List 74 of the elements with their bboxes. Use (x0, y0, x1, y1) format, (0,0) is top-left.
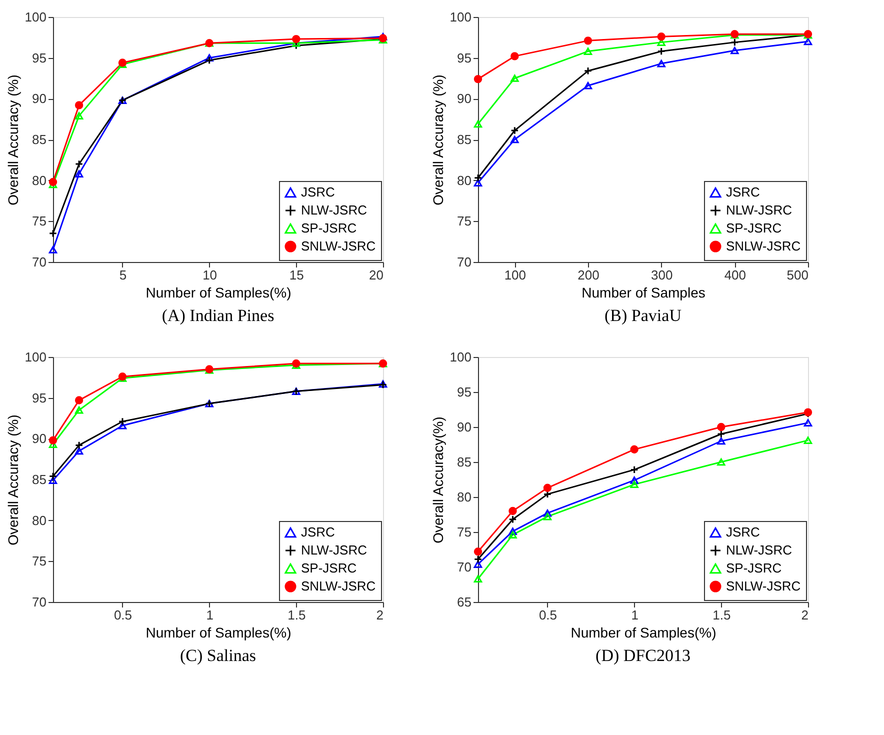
x-tick-label: 300 (650, 268, 673, 282)
y-tick-label: 100 (24, 10, 46, 24)
legend-label: NLW-JSRC (301, 542, 367, 558)
text: (C) Salinas (180, 646, 256, 665)
text: (D) DFC2013 (596, 646, 690, 665)
x-tick-label: 5 (119, 268, 127, 282)
y-tick-label: 70 (32, 254, 46, 270)
x-tick-label: 1 (631, 608, 638, 622)
y-tick-label: 80 (457, 172, 472, 188)
y-tick-label: 75 (457, 214, 472, 229)
legend-label: JSRC (301, 184, 335, 200)
y-axis-title: Overall Accuracy (%) (430, 74, 446, 206)
x-tick-label: 20 (369, 268, 384, 282)
y-axis-title: Overall Accuracy(%) (430, 416, 446, 544)
y-tick-label: 70 (457, 254, 472, 270)
y-tick-label: 75 (457, 524, 472, 540)
y-tick-label: 100 (450, 10, 472, 24)
x-tick-label: 10 (202, 268, 218, 282)
y-tick-label: 90 (457, 420, 472, 434)
y-tick-label: 80 (32, 172, 46, 188)
text: (A) Indian Pines (162, 306, 274, 325)
legend-label: SNLW-JSRC (726, 238, 801, 254)
y-tick-label: 75 (32, 214, 46, 229)
y-tick-label: 85 (457, 132, 472, 147)
y-tick-label: 95 (457, 50, 472, 66)
x-tick-label: 100 (504, 268, 526, 282)
x-tick-label: 2 (376, 608, 384, 622)
y-tick-label: 65 (457, 594, 472, 610)
x-tick-label: 1.5 (712, 608, 731, 622)
y-tick-label: 80 (32, 512, 46, 528)
y-tick-label: 95 (32, 50, 46, 66)
y-tick-label: 90 (457, 91, 472, 106)
legend-label: SP-JSRC (726, 560, 782, 576)
x-tick-label: 1.5 (288, 608, 306, 622)
x-axis-title: Number of Samples (582, 284, 706, 300)
text: (B) PaviaU (604, 306, 682, 325)
y-tick-label: 70 (457, 560, 472, 574)
x-tick-label: 0.5 (538, 608, 558, 622)
x-tick-label: 15 (289, 268, 304, 282)
legend-label: NLW-JSRC (301, 202, 367, 218)
y-tick-label: 90 (32, 91, 46, 106)
legend-label: SNLW-JSRC (726, 578, 801, 594)
x-tick-label: 2 (801, 608, 808, 622)
y-tick-label: 100 (450, 350, 472, 364)
y-tick-label: 95 (32, 390, 46, 406)
x-axis-title: Number of Samples(%) (570, 624, 716, 640)
legend-label: SP-JSRC (301, 560, 357, 576)
y-tick-label: 95 (457, 384, 472, 400)
y-tick-label: 85 (32, 472, 46, 487)
y-tick-label: 85 (457, 454, 472, 470)
x-tick-label: 200 (578, 268, 600, 282)
x-axis-title: Number of Samples(%) (146, 284, 292, 300)
x-tick-label: 1 (206, 608, 214, 622)
x-tick-label: 500 (786, 268, 808, 282)
y-tick-label: 85 (32, 132, 46, 147)
y-axis-title: Overall Accuracy (%) (4, 414, 21, 546)
legend-label: NLW-JSRC (726, 542, 792, 558)
y-tick-label: 70 (32, 594, 46, 610)
legend-label: SNLW-JSRC (301, 238, 376, 254)
legend-label: SP-JSRC (726, 220, 782, 236)
y-axis-title: Overall Accuracy (%) (4, 74, 21, 206)
y-tick-label: 75 (32, 554, 46, 569)
y-tick-label: 90 (32, 431, 46, 446)
x-axis-title: Number of Samples(%) (146, 624, 292, 640)
legend-label: JSRC (726, 184, 760, 200)
x-tick-label: 400 (724, 268, 746, 282)
legend-label: SP-JSRC (301, 220, 357, 236)
legend-label: SNLW-JSRC (301, 578, 376, 594)
legend-label: JSRC (301, 524, 335, 540)
legend-label: NLW-JSRC (726, 202, 792, 218)
legend-label: JSRC (726, 524, 760, 540)
y-tick-label: 80 (457, 490, 472, 504)
x-tick-label: 0.5 (114, 608, 132, 622)
y-tick-label: 100 (24, 350, 46, 364)
